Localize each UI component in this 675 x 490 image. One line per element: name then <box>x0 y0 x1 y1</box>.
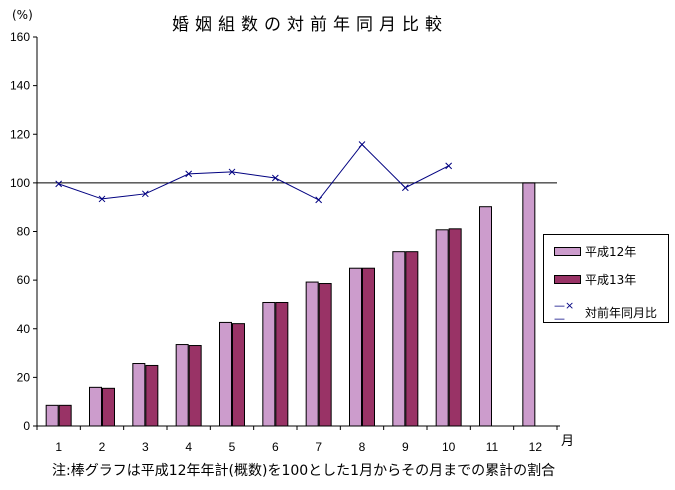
x-tick-label: 9 <box>402 440 409 454</box>
bar-h13 <box>232 323 245 427</box>
bar-h13 <box>318 283 332 427</box>
y-tick-label: 80 <box>17 225 31 239</box>
y-axis-unit: (%) <box>12 8 33 22</box>
line-x-marker-icon: —×— <box>554 299 575 325</box>
bar-h13 <box>405 251 419 427</box>
bar-h13 <box>145 364 159 427</box>
ratio-point <box>445 162 453 170</box>
bar-h12 <box>132 363 146 427</box>
x-tick-label: 12 <box>529 440 543 454</box>
ratio-point <box>141 190 149 198</box>
bar-h13 <box>188 345 202 427</box>
legend-label: 平成13年 <box>585 273 637 287</box>
ratio-point <box>401 184 409 192</box>
ratio-point <box>185 170 193 178</box>
bar-h12 <box>219 321 232 427</box>
bar-h13 <box>58 404 72 427</box>
legend-swatch-h12 <box>554 247 581 256</box>
ratio-point <box>98 195 106 203</box>
y-tick-label: 0 <box>23 419 30 433</box>
bar-h13 <box>275 301 289 427</box>
x-tick-label: 7 <box>315 440 322 454</box>
y-tick-label: 20 <box>17 370 31 384</box>
y-tick-label: 100 <box>10 176 30 190</box>
legend: 平成12年 平成13年 —×— 対前年同月比 <box>543 234 669 325</box>
bar-h12 <box>89 386 102 427</box>
bar-h13 <box>448 228 462 427</box>
x-tick-label: 3 <box>142 440 149 454</box>
x-tick-label: 4 <box>185 440 192 454</box>
bar-h12 <box>522 182 536 427</box>
y-tick-label: 160 <box>10 30 30 44</box>
bar-h13 <box>362 267 375 427</box>
chart-title: 婚姻組数の対前年同月比較 <box>172 15 448 35</box>
ratio-point <box>358 141 366 148</box>
x-tick-label: 11 <box>486 440 499 454</box>
bar-h12 <box>392 251 406 427</box>
ratio-point <box>228 168 236 176</box>
bar-h12 <box>479 206 492 427</box>
x-tick-label: 10 <box>442 440 456 454</box>
footnote: 注:棒グラフは平成12年年計(概数)を100とした1月からその月までの累計の割合 <box>52 463 556 479</box>
legend-swatch-h13 <box>554 275 581 284</box>
ratio-point <box>271 174 279 182</box>
x-tick-label: 1 <box>55 440 62 454</box>
bar-h12 <box>435 229 449 427</box>
legend-item-ratio: —×— 対前年同月比 <box>554 299 657 325</box>
bar-h12 <box>45 404 59 427</box>
bar-h13 <box>102 387 115 427</box>
bar-h12 <box>262 301 276 427</box>
x-axis-unit: 月 <box>561 434 575 449</box>
bar-h12 <box>175 344 189 427</box>
x-tick-label: 8 <box>359 440 366 454</box>
y-tick-label: 40 <box>17 322 31 336</box>
x-tick-label: 6 <box>272 440 279 454</box>
ratio-line <box>58 143 449 201</box>
x-tick-label: 5 <box>229 440 236 454</box>
legend-item-h12: 平成12年 <box>554 243 636 260</box>
bar-h12 <box>349 267 362 427</box>
legend-item-h13: 平成13年 <box>554 271 636 288</box>
y-tick-label: 140 <box>10 79 30 93</box>
ratio-point <box>55 180 63 188</box>
ratio-point <box>315 196 323 204</box>
legend-label: 対前年同月比 <box>585 305 658 320</box>
bar-h12 <box>305 281 319 427</box>
y-tick-label: 60 <box>17 273 31 287</box>
y-tick-label: 120 <box>10 127 30 141</box>
legend-label: 平成12年 <box>585 245 637 259</box>
x-tick-label: 2 <box>99 440 106 454</box>
